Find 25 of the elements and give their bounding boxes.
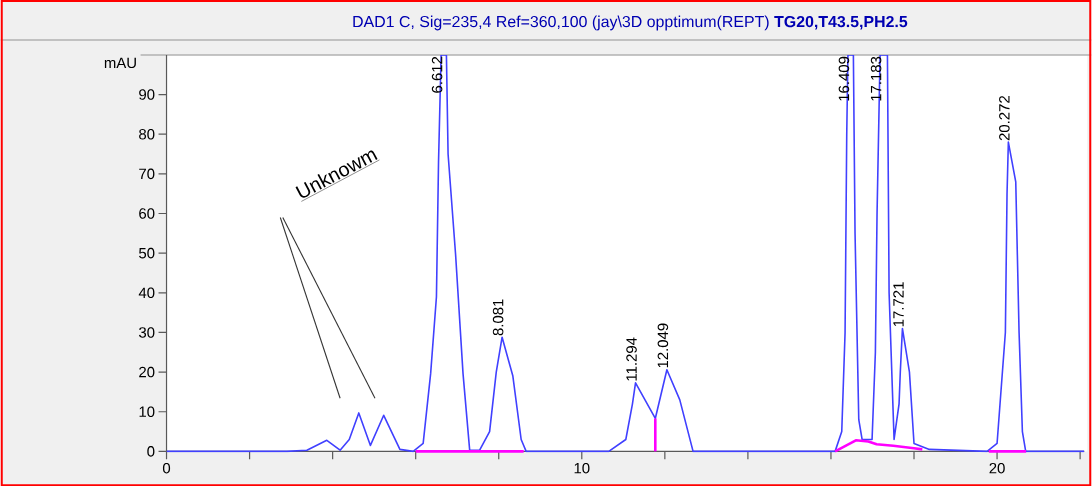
y-tick-label: 90 xyxy=(139,89,155,100)
annotation: 17.721 xyxy=(893,282,904,326)
annotation: 11.294 xyxy=(626,337,637,381)
y-tick-label: 20 xyxy=(139,366,155,378)
y-tick-label: 70 xyxy=(139,168,155,179)
annotation: 6.612 xyxy=(431,56,443,93)
y-tick-label: 80 xyxy=(139,128,155,140)
y-tick-label: 40 xyxy=(138,287,155,298)
y-tick-label: 10 xyxy=(139,406,155,417)
x-tick-label: 10 xyxy=(574,462,590,474)
annotation: 16.409 xyxy=(838,56,850,101)
line-series xyxy=(166,54,1085,453)
annotation: 12.049 xyxy=(657,323,669,368)
y-tick-label: 50 xyxy=(139,247,155,259)
annotation: 20.272 xyxy=(999,95,1010,141)
line-series xyxy=(833,438,924,453)
y-axis-title: mAU xyxy=(104,57,136,68)
y-tick-label: 60 xyxy=(139,208,155,219)
y-tick-label: 0 xyxy=(147,445,155,457)
x-tick-label: 20 xyxy=(989,462,1005,474)
chart-title: DAD1 C, Sig=235,4 Ref=360,100 (jay\3D opptimum(REPT) TG20,T43.5,PH2.5 xyxy=(353,15,908,31)
x-tick-label: 0 xyxy=(162,462,171,474)
annotation: 17.183 xyxy=(870,56,882,101)
y-tick-label: 30 xyxy=(138,327,155,338)
annotation: 8.081 xyxy=(492,299,504,336)
